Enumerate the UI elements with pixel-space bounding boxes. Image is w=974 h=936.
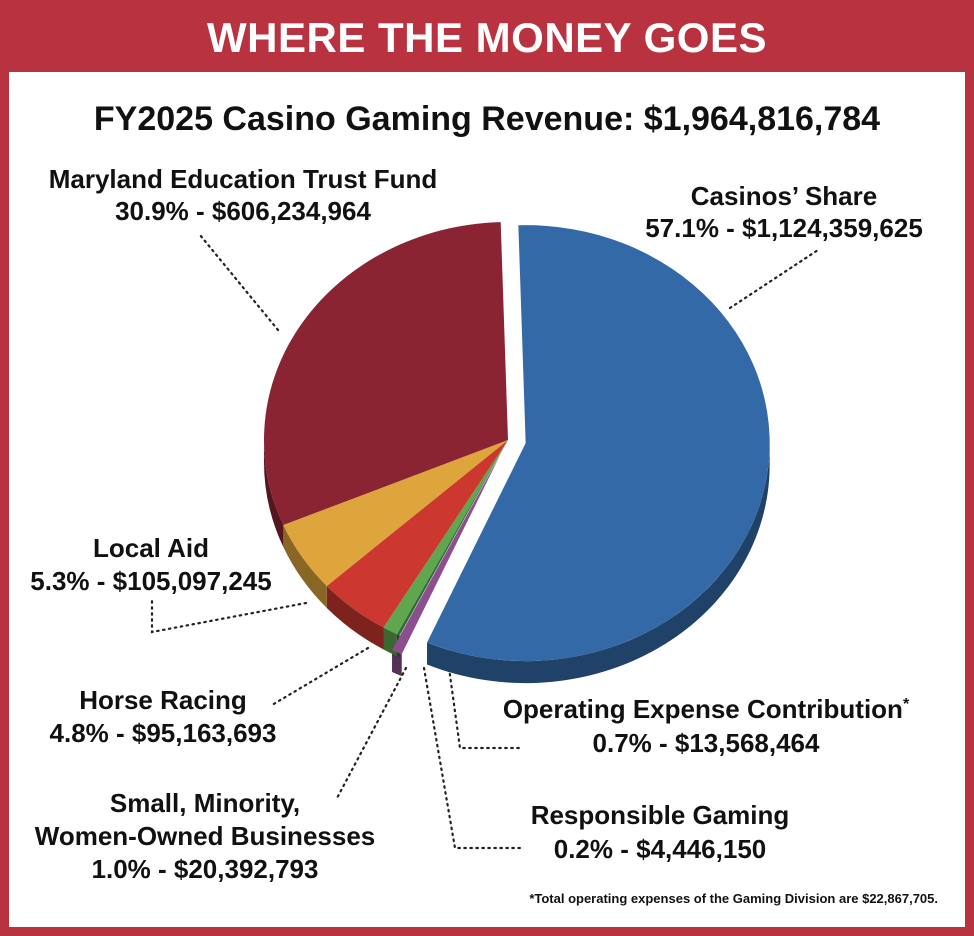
value-horse-racing: 4.8% - $95,163,693 (50, 718, 277, 748)
slice-side-local_aid (283, 525, 327, 608)
slice-local_aid (283, 440, 508, 586)
label-responsible-gaming: Responsible Gaming (531, 800, 790, 830)
value-casinos: 57.1% - $1,124,359,625 (645, 213, 923, 243)
banner-title: WHERE THE MONEY GOES (0, 0, 974, 72)
label-education: Maryland Education Trust Fund (49, 164, 438, 194)
leader-education (198, 233, 280, 332)
slice-side-horse_racing (326, 585, 384, 650)
leader-horse_racing (270, 646, 370, 707)
label-operating-expense-text: Operating Expense Contribution (503, 694, 903, 724)
slice-side-education (264, 440, 284, 548)
leader-local_aid (150, 598, 308, 634)
slice-education (264, 222, 508, 526)
slice-responsible_gaming (396, 440, 508, 636)
footnote: *Total operating expenses of the Gaming … (529, 891, 938, 906)
pie-slices (264, 222, 770, 684)
leader-lines (150, 233, 820, 850)
footnote-marker: * (903, 696, 910, 713)
slice-horse_racing (326, 440, 508, 628)
slice-operating_expense (392, 454, 501, 655)
chart-title: FY2025 Casino Gaming Revenue: $1,964,816… (93, 100, 881, 138)
value-education: 30.9% - $606,234,964 (115, 196, 371, 226)
label-casinos: Casinos’ Share (691, 181, 877, 211)
slice-small_business (383, 440, 508, 635)
label-operating-expense: Operating Expense Contribution* (503, 694, 910, 724)
value-small-business: 1.0% - $20,392,793 (92, 854, 319, 884)
leader-operating_expense (447, 666, 524, 750)
label-horse-racing: Horse Racing (79, 685, 247, 715)
value-responsible-gaming: 0.2% - $4,446,150 (554, 834, 767, 864)
leader-casinos (728, 248, 820, 310)
label-local-aid: Local Aid (93, 533, 209, 563)
leader-responsible_gaming (422, 666, 524, 850)
label-small-business-line2: Women-Owned Businesses (35, 821, 376, 851)
label-small-business-line1: Small, Minority, (110, 788, 300, 818)
slice-side-casinos (427, 443, 770, 684)
slice-casinos (427, 225, 770, 662)
leader-small_business (334, 666, 408, 802)
value-local-aid: 5.3% - $105,097,245 (30, 566, 271, 596)
value-operating-expense: 0.7% - $13,568,464 (593, 728, 820, 758)
